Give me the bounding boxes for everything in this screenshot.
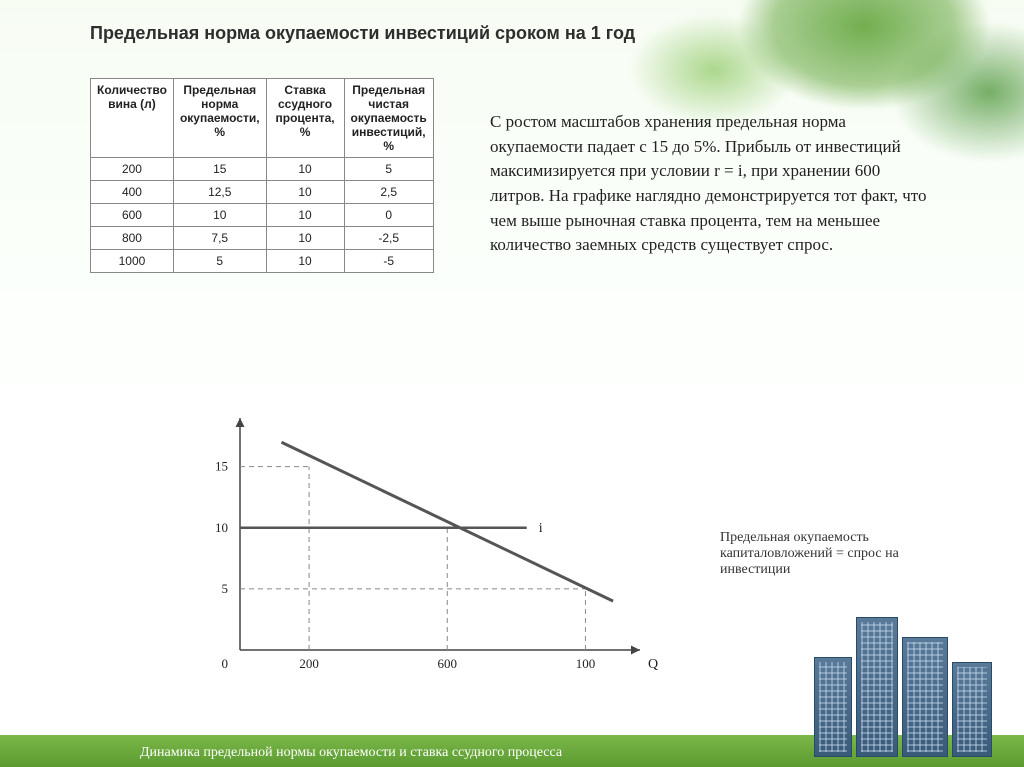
- table-cell: 5: [344, 158, 433, 181]
- table-cell: 0: [344, 204, 433, 227]
- chart-caption: Предельная окупаемость капиталовложений …: [720, 530, 950, 578]
- data-table: Количество вина (л)Предельная норма окуп…: [90, 78, 434, 273]
- table-row: 8007,510-2,5: [91, 227, 434, 250]
- table-cell: 800: [91, 227, 174, 250]
- table-cell: 7,5: [173, 227, 266, 250]
- table-header: Количество вина (л): [91, 79, 174, 158]
- table-header: Ставка ссудного процента, %: [266, 79, 344, 158]
- table-cell: 400: [91, 181, 174, 204]
- table-row: 40012,5102,5: [91, 181, 434, 204]
- svg-text:5: 5: [222, 581, 229, 596]
- table-row: 60010100: [91, 204, 434, 227]
- svg-text:100: 100: [576, 656, 596, 671]
- svg-text:Q (литров вина): Q (литров вина): [648, 657, 660, 672]
- svg-text:200: 200: [299, 656, 319, 671]
- table-cell: 2,5: [344, 181, 433, 204]
- table-cell: 200: [91, 158, 174, 181]
- table-cell: 10: [266, 204, 344, 227]
- table-cell: 1000: [91, 250, 174, 273]
- svg-text:i: i: [539, 521, 543, 536]
- table-cell: -5: [344, 250, 433, 273]
- table-cell: 10: [173, 204, 266, 227]
- table-row: 1000510-5: [91, 250, 434, 273]
- table-cell: 5: [173, 250, 266, 273]
- buildings-decoration: [804, 597, 1004, 757]
- footer-caption: Динамика предельной нормы окупаемости и …: [140, 745, 562, 761]
- page-title: Предельная норма окупаемости инвестиций …: [90, 22, 635, 45]
- table-cell: 10: [266, 158, 344, 181]
- description-paragraph: С ростом масштабов хранения предельная н…: [490, 110, 930, 258]
- table-cell: 15: [173, 158, 266, 181]
- svg-text:15: 15: [215, 459, 228, 474]
- table-cell: -2,5: [344, 227, 433, 250]
- svg-text:0: 0: [222, 656, 229, 671]
- chart: 510152006001000iQ (литров вина): [180, 400, 660, 700]
- table-header: Предельная чистая окупаемость инвестиций…: [344, 79, 433, 158]
- table-cell: 10: [266, 227, 344, 250]
- svg-text:600: 600: [438, 656, 458, 671]
- table-cell: 12,5: [173, 181, 266, 204]
- table-header: Предельная норма окупаемости, %: [173, 79, 266, 158]
- table-row: 20015105: [91, 158, 434, 181]
- table-cell: 10: [266, 181, 344, 204]
- table-cell: 600: [91, 204, 174, 227]
- table-cell: 10: [266, 250, 344, 273]
- svg-text:10: 10: [215, 520, 228, 535]
